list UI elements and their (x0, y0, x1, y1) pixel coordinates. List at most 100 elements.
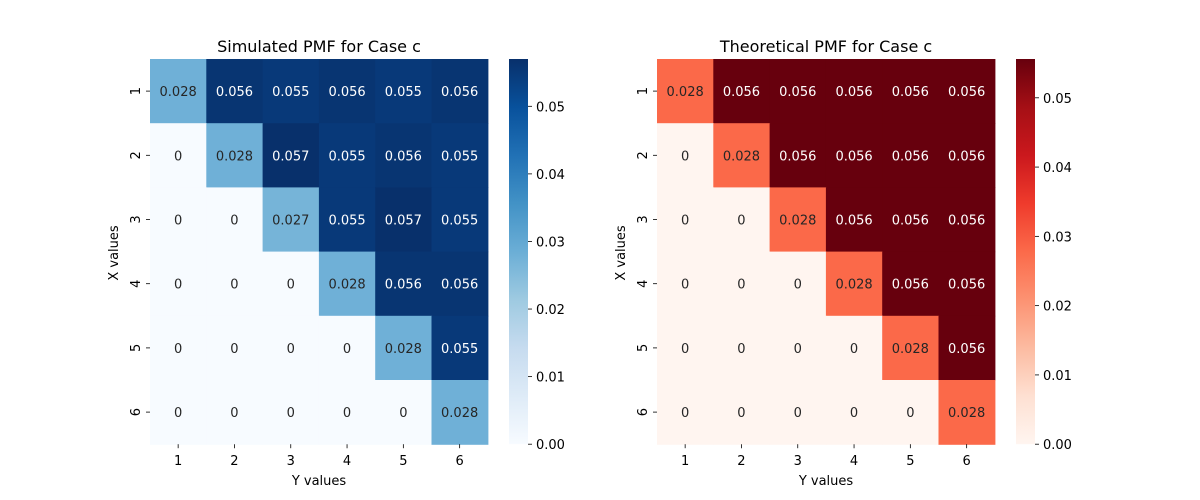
heatmap-cell (375, 315, 433, 381)
heatmap-cell (657, 123, 714, 188)
heatmap-cell (262, 187, 320, 253)
heatmap-cell (938, 380, 996, 445)
cell-value-label: 0.056 (779, 85, 816, 100)
cell-value-label: 0 (737, 406, 745, 421)
heatmap-cell (769, 187, 827, 253)
heatmap-cell (713, 123, 771, 188)
y-tick-label: 4 (129, 280, 144, 288)
heatmap-cell (882, 123, 940, 188)
cell-value-label: 0 (230, 342, 238, 357)
heatmap-cell (657, 59, 714, 124)
heatmap-cell (206, 315, 264, 381)
heatmap-grid: 0.028 0.056 0.056 0.056 0.056 0.056 0 0.028 0.05… (657, 59, 996, 445)
cell-value-label: 0 (681, 149, 689, 164)
x-tick-label: 1 (174, 454, 182, 469)
heatmap-cell (431, 380, 489, 445)
cell-value-label: 0.028 (385, 342, 422, 357)
colorbar: 0.00 0.01 0.02 0.03 0.04 0.05 (1016, 59, 1072, 453)
chart-title: Theoretical PMF for Case c (719, 37, 932, 56)
cell-value-label: 0 (681, 406, 689, 421)
cell-value-label: 0.056 (835, 214, 872, 229)
heatmap-cell (206, 251, 264, 317)
colorbar-tick-label: 0.00 (536, 438, 565, 453)
heatmap-cell (938, 123, 996, 188)
heatmap-cell (713, 380, 771, 445)
colorbar-tick-label: 0.03 (536, 235, 565, 250)
heatmap-cell (318, 59, 376, 124)
heatmap-cell (318, 123, 376, 188)
cell-value-label: 0.028 (328, 278, 365, 293)
cell-value-label: 0.056 (779, 149, 816, 164)
heatmap-cell (882, 380, 940, 445)
heatmap-cell (713, 187, 771, 253)
cell-value-label: 0 (287, 406, 295, 421)
heatmap-panel-theoretical: Theoretical PMF for Case c 0.028 0.056 0.0… (614, 37, 1072, 489)
cell-value-label: 0.056 (216, 85, 253, 100)
colorbar-tick-label: 0.01 (1043, 369, 1072, 384)
cell-value-label: 0.056 (948, 278, 985, 293)
cell-value-label: 0.056 (328, 85, 365, 100)
y-tick-label: 3 (129, 215, 144, 223)
heatmap-cell (825, 380, 883, 445)
cell-value-label: 0.055 (441, 149, 478, 164)
cell-value-label: 0.028 (779, 214, 816, 229)
heatmap-cell (825, 315, 883, 381)
x-tick-label: 6 (456, 454, 464, 469)
x-axis-label: Y values (291, 474, 347, 489)
heatmap-cell (262, 315, 320, 381)
cell-value-label: 0.055 (328, 149, 365, 164)
cell-value-label: 0 (287, 342, 295, 357)
cell-value-label: 0.056 (385, 278, 422, 293)
heatmap-cell (882, 251, 940, 317)
cell-value-label: 0.056 (892, 214, 929, 229)
heatmap-cell (431, 315, 489, 381)
x-tick-label: 2 (230, 454, 238, 469)
heatmap-cell (769, 59, 827, 124)
heatmap-cell (825, 123, 883, 188)
cell-value-label: 0 (174, 342, 182, 357)
heatmap-cell (938, 59, 996, 124)
heatmap-cell (882, 315, 940, 381)
colorbar-tick-label: 0.02 (1043, 300, 1072, 315)
heatmap-cell (262, 380, 320, 445)
y-tick-label: 2 (636, 151, 651, 159)
cell-value-label: 0 (850, 406, 858, 421)
colorbar-tick-label: 0.00 (1043, 438, 1072, 453)
cell-value-label: 0.028 (216, 149, 253, 164)
heatmap-cell (206, 59, 264, 124)
y-axis-ticks: 1 2 3 4 5 6 (636, 87, 657, 416)
x-axis-ticks: 1 2 3 4 5 6 (681, 444, 971, 469)
colorbar-gradient (509, 59, 528, 445)
cell-value-label: 0.055 (441, 214, 478, 229)
cell-value-label: 0 (850, 342, 858, 357)
heatmap-cell (431, 123, 489, 188)
heatmap-cell (262, 59, 320, 124)
cell-value-label: 0.055 (328, 214, 365, 229)
cell-value-label: 0 (174, 149, 182, 164)
cell-value-label: 0.028 (835, 278, 872, 293)
cell-value-label: 0.056 (892, 278, 929, 293)
cell-value-label: 0 (174, 278, 182, 293)
x-tick-label: 4 (343, 454, 351, 469)
x-tick-label: 3 (287, 454, 295, 469)
colorbar-tick-label: 0.02 (536, 303, 565, 318)
cell-value-label: 0 (230, 406, 238, 421)
y-tick-label: 4 (636, 280, 651, 288)
cell-value-label: 0 (906, 406, 914, 421)
cell-value-label: 0 (681, 342, 689, 357)
cell-value-label: 0.056 (835, 85, 872, 100)
heatmap-cell (431, 59, 489, 124)
heatmap-cell (318, 187, 376, 253)
colorbar-tick-label: 0.04 (536, 168, 565, 183)
cell-value-label: 0 (174, 214, 182, 229)
heatmap-cell (657, 380, 714, 445)
y-tick-label: 1 (636, 87, 651, 95)
cell-value-label: 0.056 (948, 85, 985, 100)
heatmap-cell (431, 251, 489, 317)
heatmap-cell (825, 59, 883, 124)
cell-value-label: 0.056 (948, 214, 985, 229)
colorbar-tick-label: 0.05 (1043, 92, 1072, 107)
heatmap-cell (375, 251, 433, 317)
y-tick-label: 2 (129, 151, 144, 159)
cell-value-label: 0 (737, 214, 745, 229)
